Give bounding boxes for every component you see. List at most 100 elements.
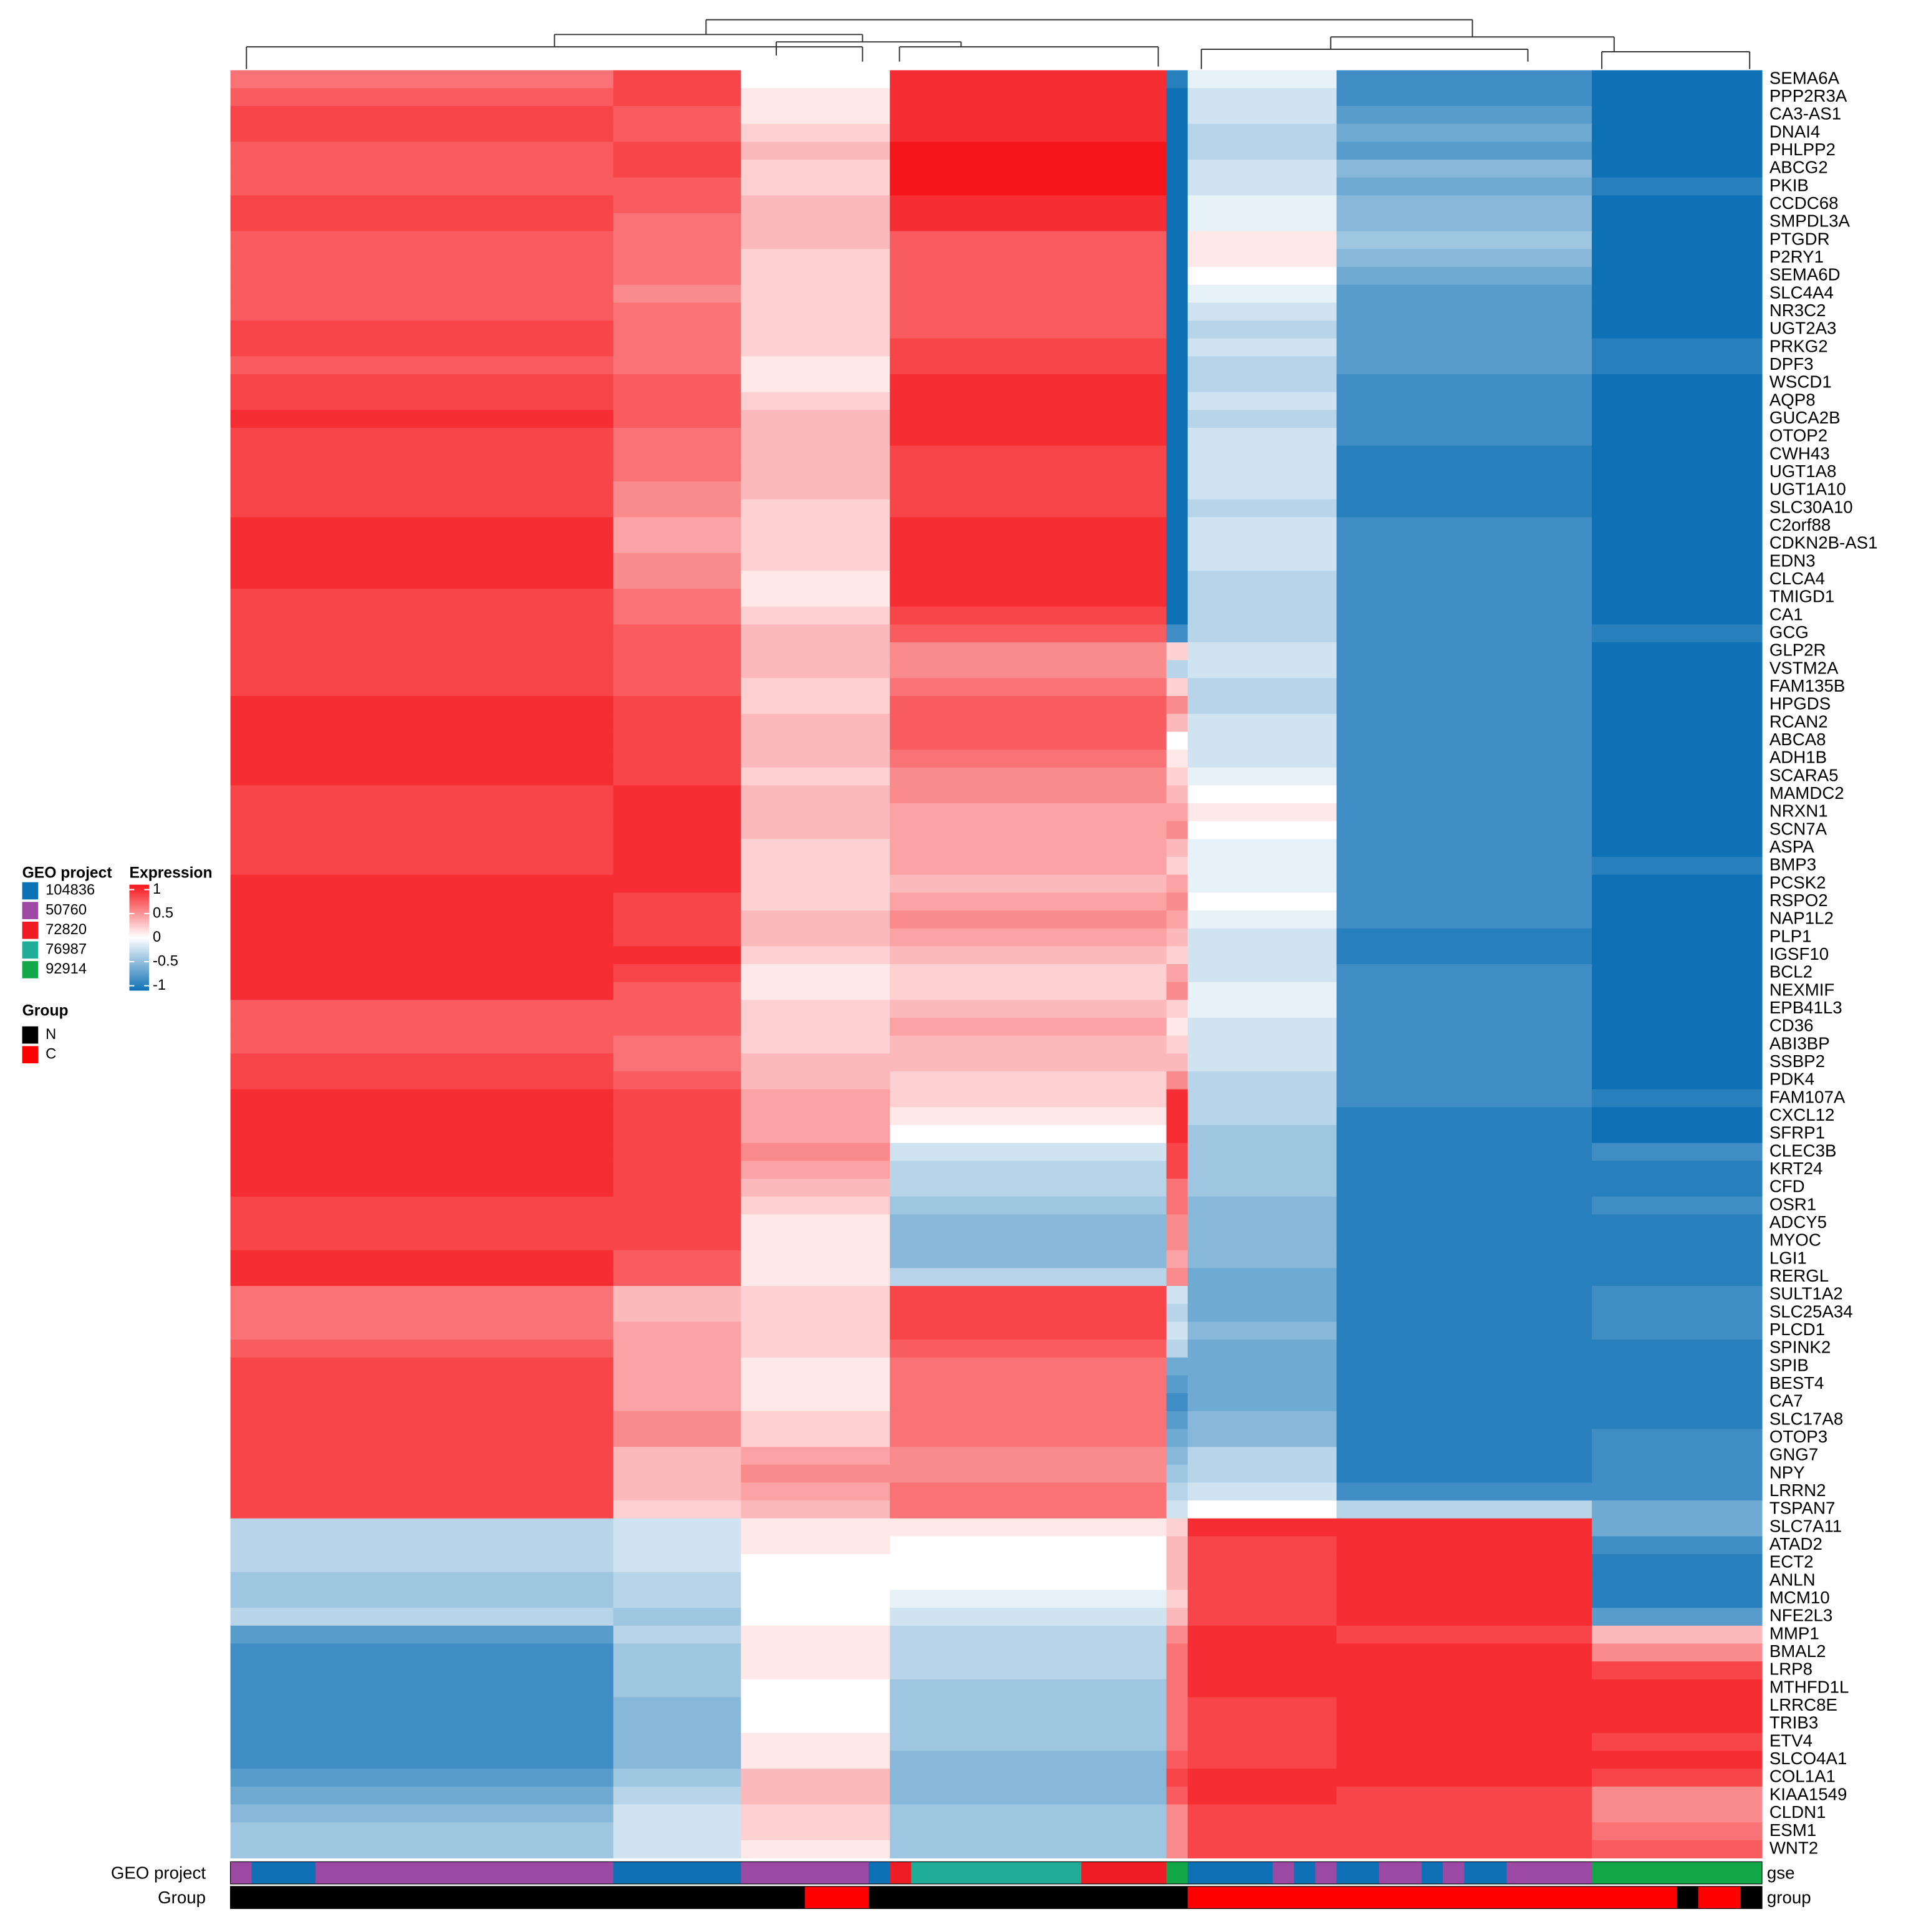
heatmap-cell — [613, 1786, 741, 1805]
heatmap-cell — [890, 392, 1167, 410]
legend-label: 76987 — [46, 942, 87, 958]
heatmap-cell — [741, 553, 890, 571]
heatmap-cell — [741, 142, 890, 160]
annotation-segment — [1464, 1862, 1508, 1884]
heatmap-cell — [1187, 284, 1337, 303]
heatmap-cell — [230, 1429, 614, 1447]
heatmap-cell — [741, 1214, 890, 1233]
heatmap-cell — [613, 892, 741, 911]
heatmap-cell — [613, 320, 741, 339]
heatmap-cell — [230, 1536, 614, 1555]
heatmap-cell — [890, 338, 1167, 357]
heatmap-cell — [1166, 266, 1188, 286]
heatmap-cell — [230, 1000, 614, 1018]
heatmap-cell — [230, 517, 614, 536]
heatmap-cell — [1166, 302, 1188, 321]
heatmap-cell — [613, 1554, 741, 1573]
legend-title: GEO project — [22, 864, 112, 881]
heatmap-cell — [1187, 803, 1337, 822]
heatmap-cell — [230, 589, 614, 607]
heatmap-cell — [613, 159, 741, 178]
heatmap-cell — [1187, 1804, 1337, 1823]
heatmap-cell — [1336, 1554, 1592, 1573]
heatmap-cell — [1336, 284, 1592, 303]
heatmap-cell — [1166, 445, 1188, 464]
heatmap-cell — [613, 1340, 741, 1358]
heatmap-cell — [890, 70, 1167, 89]
heatmap-cell — [741, 1661, 890, 1680]
heatmap-cell — [613, 803, 741, 822]
gene-label: ADH1B — [1769, 748, 1827, 767]
heatmap-cell — [741, 1840, 890, 1859]
heatmap-cell — [741, 1536, 890, 1555]
heatmap-cell — [1336, 499, 1592, 518]
heatmap-cell — [1336, 982, 1592, 1000]
heatmap-cell — [230, 338, 614, 357]
heatmap-cell — [1166, 1250, 1188, 1268]
heatmap-cell — [230, 1250, 614, 1268]
heatmap-cell — [230, 874, 614, 893]
annotation-segment — [890, 1862, 912, 1884]
heatmap-cell — [1336, 1125, 1592, 1144]
gene-label: RERGL — [1769, 1266, 1829, 1285]
gene-label: FAM135B — [1769, 676, 1845, 695]
heatmap-cell — [613, 1053, 741, 1072]
gene-label: OTOP2 — [1769, 426, 1827, 445]
heatmap-cell — [1187, 964, 1337, 983]
heatmap-cell — [613, 1000, 741, 1018]
heatmap-cell — [1592, 1375, 1763, 1394]
heatmap-cell — [890, 910, 1167, 929]
heatmap-cell — [741, 1625, 890, 1645]
annotation-border — [229, 1886, 1763, 1910]
heatmap-cell — [1187, 1608, 1337, 1626]
heatmap-cell — [230, 1608, 614, 1626]
heatmap-cell — [1336, 553, 1592, 571]
heatmap-cell — [1187, 1643, 1337, 1662]
heatmap-cell — [890, 946, 1167, 965]
heatmap-cell — [1336, 374, 1592, 393]
heatmap-cell — [741, 1464, 890, 1484]
heatmap-cell — [1336, 1715, 1592, 1734]
heatmap-cell — [613, 1142, 741, 1161]
heatmap-cell — [1592, 231, 1763, 249]
heatmap-cell — [1592, 1518, 1763, 1537]
annotation-segment — [1698, 1886, 1741, 1909]
heatmap-cell — [1592, 338, 1763, 357]
heatmap-cell — [613, 982, 741, 1000]
heatmap-cell — [230, 1035, 614, 1054]
heatmap-cell — [1166, 338, 1188, 357]
heatmap-cell — [741, 1340, 890, 1358]
heatmap-cell — [1592, 1321, 1763, 1340]
heatmap-cell — [1592, 1536, 1763, 1555]
heatmap-cell — [890, 1018, 1167, 1036]
gene-label: BEST4 — [1769, 1373, 1824, 1393]
heatmap-cell — [1166, 1822, 1188, 1841]
heatmap-cell — [890, 499, 1167, 518]
heatmap-cell — [613, 1250, 741, 1268]
heatmap-cell — [613, 1625, 741, 1645]
heatmap-cell — [890, 1321, 1167, 1340]
legend-label: 72820 — [46, 922, 87, 938]
heatmap-cell — [1166, 1161, 1188, 1179]
heatmap-cell — [230, 105, 614, 125]
heatmap-cell — [1187, 1053, 1337, 1072]
heatmap-cell — [890, 1769, 1167, 1787]
heatmap-cell — [613, 1268, 741, 1287]
heatmap-cell — [1336, 910, 1592, 929]
heatmap-cell — [1592, 356, 1763, 375]
heatmap-cell — [890, 964, 1167, 983]
heatmap-cell — [1592, 589, 1763, 607]
heatmap-cell — [1187, 732, 1337, 750]
heatmap-cell — [613, 785, 741, 804]
heatmap-cell — [1592, 1572, 1763, 1591]
heatmap-cell — [1336, 1590, 1592, 1608]
gene-label: BMAL2 — [1769, 1641, 1826, 1661]
heatmap-cell — [613, 1608, 741, 1626]
heatmap-cell — [1166, 732, 1188, 750]
annotation-segment — [230, 1862, 253, 1884]
heatmap-cell — [1336, 463, 1592, 482]
heatmap-cell — [1187, 1393, 1337, 1412]
heatmap-cell — [613, 1411, 741, 1430]
heatmap-cell — [230, 1625, 614, 1645]
heatmap-cell — [890, 463, 1167, 482]
